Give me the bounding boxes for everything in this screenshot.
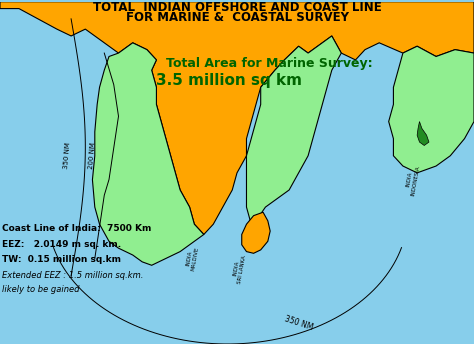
Polygon shape: [92, 43, 204, 265]
Text: 3.5 million sq km: 3.5 million sq km: [156, 73, 302, 88]
Text: 200 NM: 200 NM: [88, 142, 97, 169]
Polygon shape: [0, 2, 474, 235]
Text: INDIA
SRI LANKA: INDIA SRI LANKA: [232, 254, 247, 284]
Text: Coast Line of India:  7500 Km: Coast Line of India: 7500 Km: [2, 224, 152, 233]
Text: TW:  0.15 million sq.km: TW: 0.15 million sq.km: [2, 255, 121, 264]
Polygon shape: [246, 36, 341, 224]
Polygon shape: [389, 46, 474, 173]
Text: INDIA
INDONESIA: INDIA INDONESIA: [404, 164, 420, 196]
Polygon shape: [242, 212, 270, 253]
Text: TOTAL  INDIAN OFFSHORE AND COAST LINE: TOTAL INDIAN OFFSHORE AND COAST LINE: [92, 1, 382, 14]
Polygon shape: [417, 121, 429, 146]
Text: INDIA
MALDIVE: INDIA MALDIVE: [184, 246, 200, 271]
Text: FOR MARINE &  COASTAL SURVEY: FOR MARINE & COASTAL SURVEY: [126, 11, 348, 24]
Text: EEZ:   2.0149 m sq. km.: EEZ: 2.0149 m sq. km.: [2, 240, 121, 249]
Text: Extended EEZ : 1.5 million sq.km.: Extended EEZ : 1.5 million sq.km.: [2, 271, 144, 280]
Text: likely to be gained: likely to be gained: [2, 285, 80, 294]
Text: Total Area for Marine Survey:: Total Area for Marine Survey:: [166, 57, 373, 70]
Text: 350 NM: 350 NM: [63, 142, 72, 169]
Text: 350 NM: 350 NM: [283, 315, 314, 332]
